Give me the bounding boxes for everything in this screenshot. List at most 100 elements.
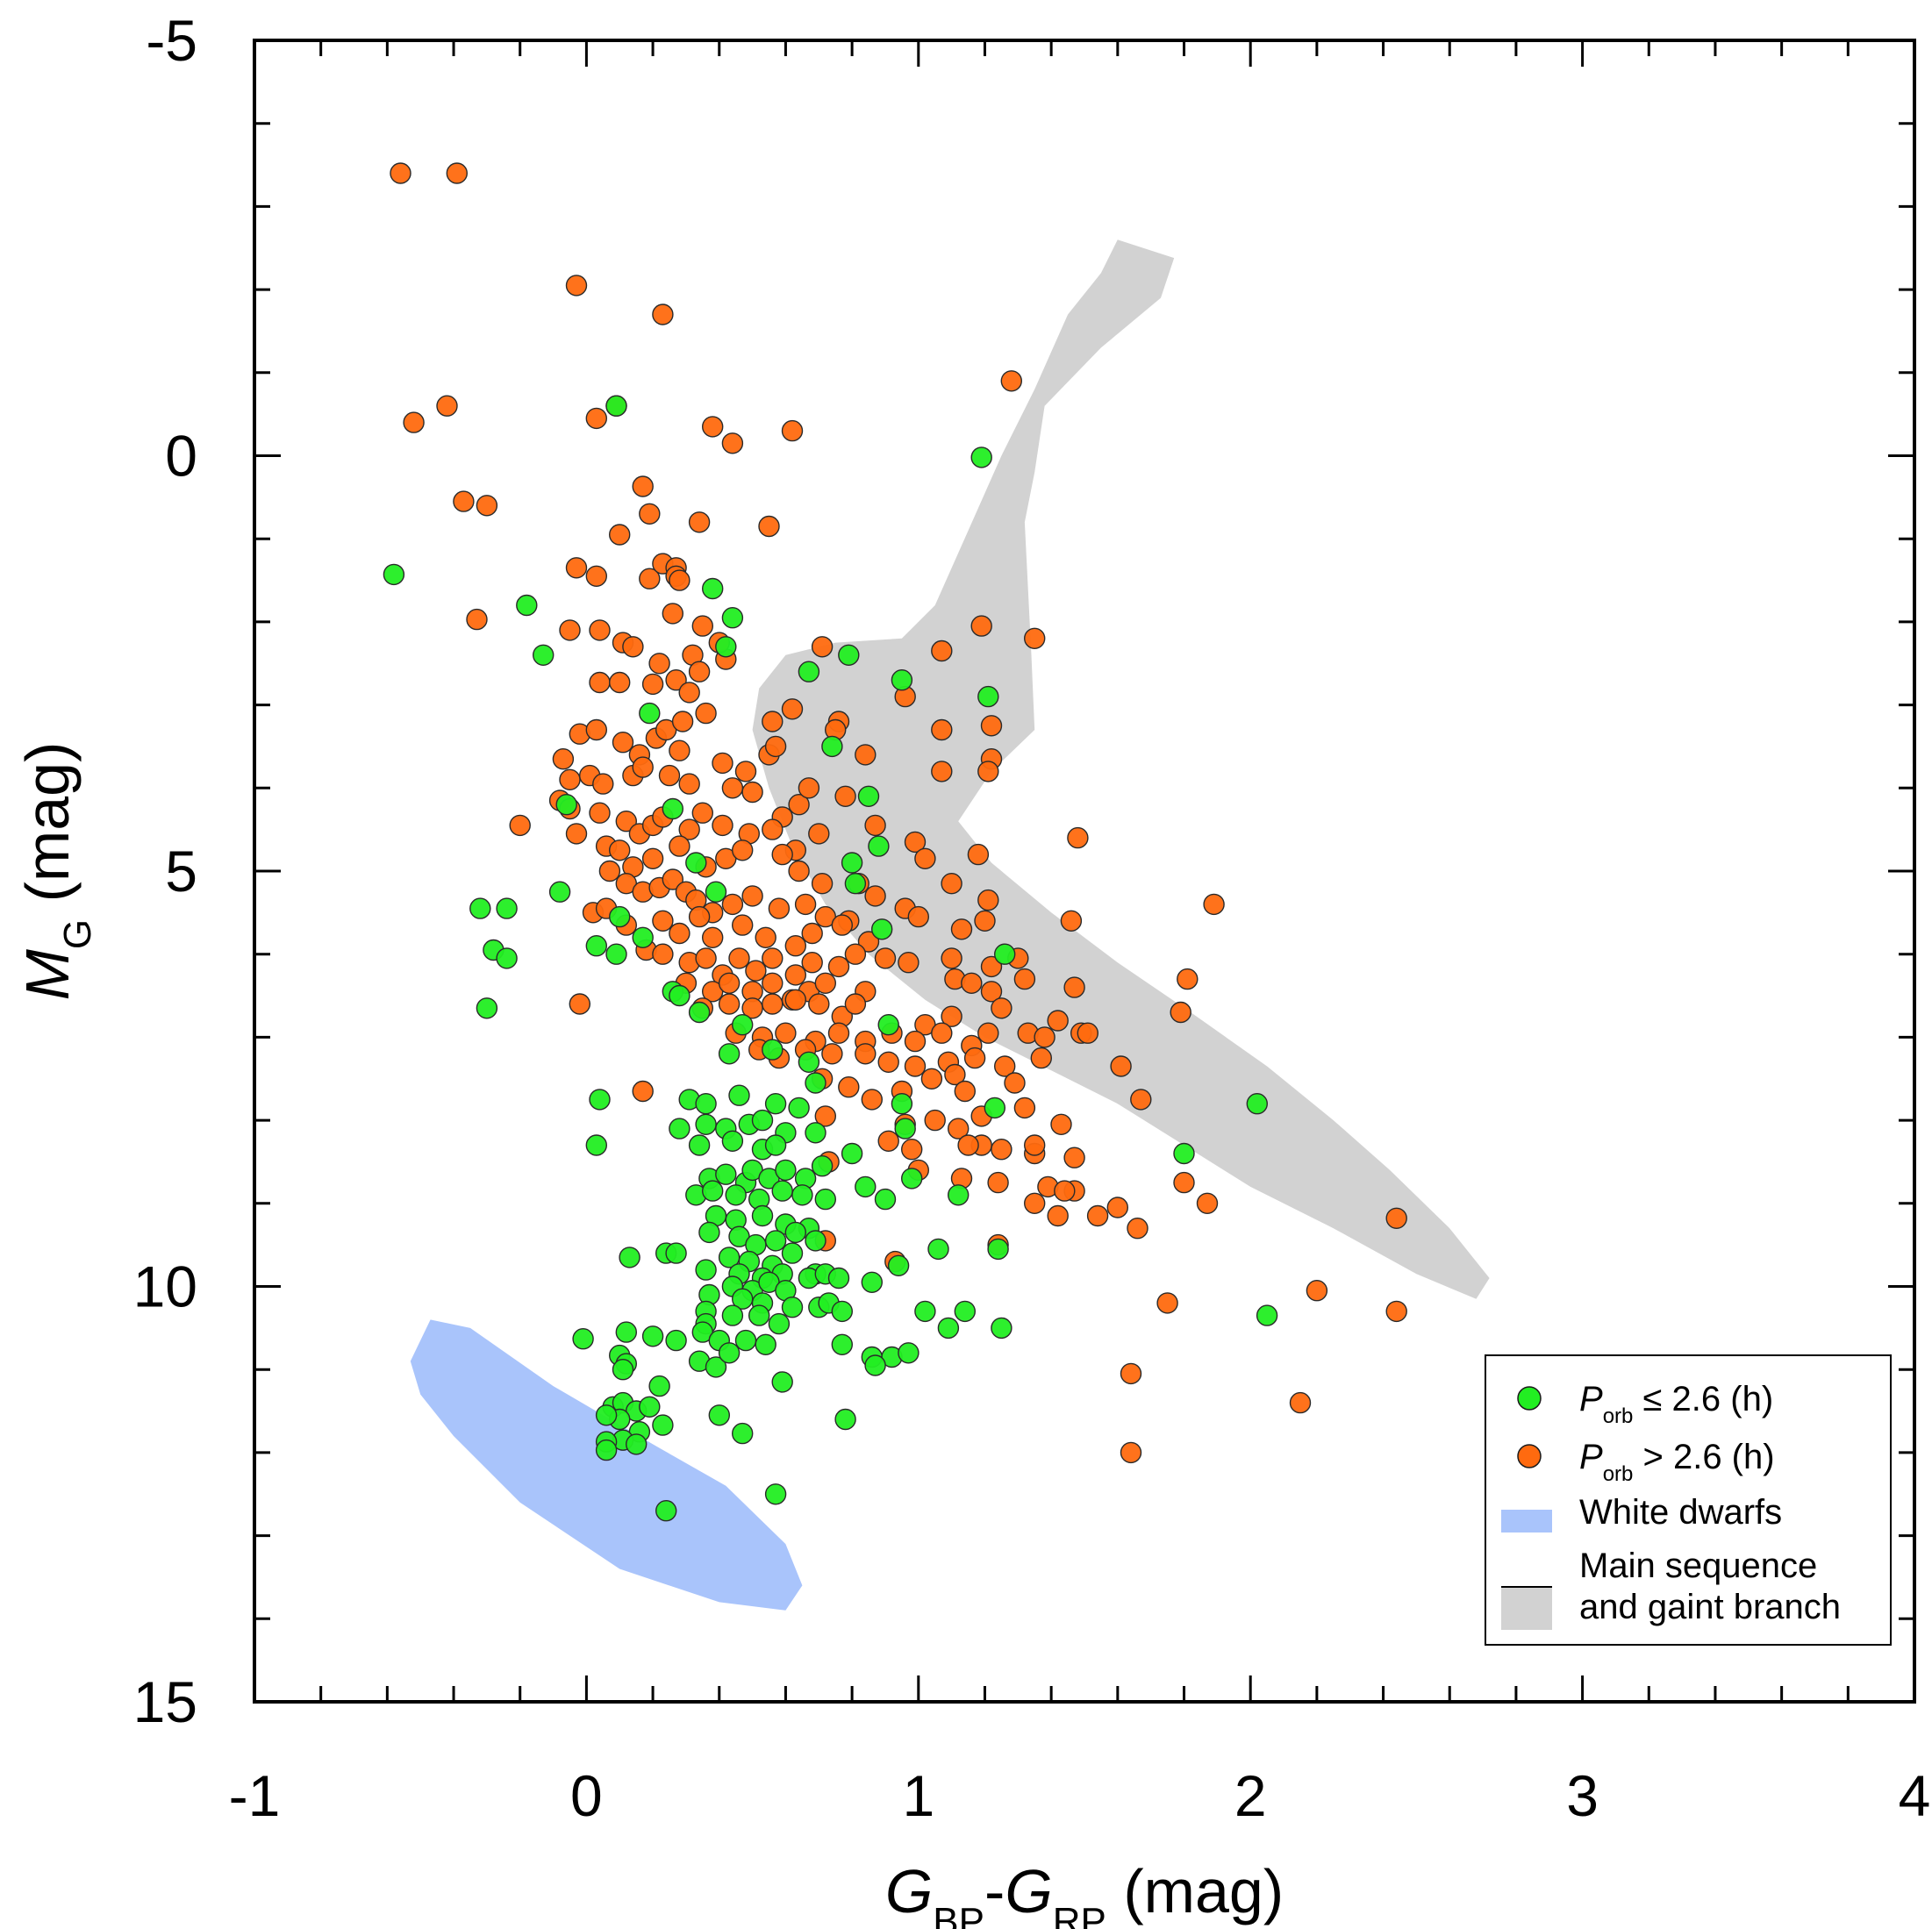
long-period-point <box>898 951 919 974</box>
regions-layer <box>410 239 1490 1611</box>
long-period-point <box>931 1022 953 1044</box>
long-period-point <box>589 671 611 694</box>
short-period-point <box>751 1109 774 1132</box>
long-period-point <box>957 1134 979 1156</box>
long-period-point <box>768 897 791 919</box>
long-period-point <box>639 503 661 525</box>
long-period-point <box>569 993 590 1015</box>
long-period-point <box>688 661 711 682</box>
long-period-point <box>947 1118 970 1140</box>
long-period-point <box>648 653 670 675</box>
short-period-point <box>891 1092 913 1115</box>
long-period-point <box>1023 627 1046 649</box>
short-period-point <box>855 1175 877 1198</box>
short-period-point <box>641 1325 664 1347</box>
short-period-point <box>871 918 893 940</box>
long-period-point <box>592 773 614 795</box>
short-period-point <box>655 1499 677 1522</box>
long-period-point <box>904 1030 927 1053</box>
long-period-point <box>1013 968 1036 990</box>
long-period-point <box>1063 976 1085 998</box>
long-period-point <box>758 515 780 538</box>
short-period-point <box>771 1180 793 1202</box>
short-period-point <box>609 905 631 928</box>
white-dwarf-region <box>410 1319 803 1611</box>
short-period-point <box>764 1483 787 1505</box>
long-period-point <box>827 1022 850 1044</box>
short-period-point <box>688 1001 711 1024</box>
short-period-point <box>1256 1304 1278 1326</box>
short-period-point <box>805 1072 826 1094</box>
short-period-point <box>755 1333 776 1356</box>
short-period-point <box>383 563 405 586</box>
short-period-point <box>589 1089 611 1111</box>
short-period-point <box>715 1163 737 1185</box>
long-period-point <box>390 162 411 184</box>
y-tick-label: -5 <box>146 8 197 73</box>
long-period-point <box>632 475 654 497</box>
long-period-point <box>669 569 691 591</box>
legend-label-white-dwarfs: White dwarfs <box>1579 1493 1782 1532</box>
short-period-point <box>732 1422 754 1445</box>
short-period-point <box>595 1404 618 1426</box>
long-period-point <box>762 947 784 969</box>
short-period-point <box>762 1039 784 1061</box>
short-period-point <box>868 835 890 857</box>
short-period-point <box>771 1371 793 1393</box>
short-period-point <box>781 1296 804 1318</box>
long-period-point <box>844 943 867 965</box>
short-period-point <box>615 1321 637 1343</box>
short-period-point <box>469 897 491 919</box>
long-period-point <box>652 304 674 325</box>
short-period-point <box>595 1439 618 1461</box>
long-period-point <box>695 702 717 725</box>
short-period-point <box>898 1342 919 1364</box>
long-period-point <box>814 1105 836 1127</box>
long-period-point <box>1023 1134 1046 1156</box>
short-period-point <box>669 984 691 1007</box>
short-period-point <box>695 1113 717 1136</box>
long-period-point <box>615 811 637 832</box>
long-period-point <box>755 926 776 949</box>
short-period-point <box>894 1118 916 1140</box>
short-period-point <box>914 1300 936 1323</box>
short-period-point <box>1246 1092 1269 1115</box>
long-period-point <box>718 972 741 995</box>
x-tick-label: 0 <box>570 1763 603 1828</box>
long-period-point <box>678 773 700 795</box>
long-period-point <box>931 718 953 741</box>
long-period-point <box>801 922 823 945</box>
short-period-point <box>748 1304 770 1326</box>
long-period-point <box>632 1080 654 1103</box>
long-period-point <box>831 914 853 936</box>
long-period-point <box>1306 1279 1328 1302</box>
long-period-point <box>808 993 830 1015</box>
long-period-point <box>669 835 691 857</box>
long-period-point <box>662 603 683 625</box>
short-period-point <box>751 1204 774 1227</box>
long-period-point <box>589 802 611 824</box>
long-period-point <box>977 1022 999 1044</box>
long-period-point <box>1385 1207 1407 1230</box>
long-period-point <box>552 748 575 770</box>
short-period-point <box>831 1333 853 1356</box>
long-period-point <box>688 511 711 533</box>
long-period-point <box>741 781 763 804</box>
tick-labels-layer: -1 0 1 2 3 4 -5 0 5 10 15 <box>133 8 1931 1828</box>
short-period-point <box>874 1188 897 1211</box>
long-period-point <box>914 847 936 869</box>
short-period-point <box>585 934 607 957</box>
short-period-point <box>695 1092 717 1115</box>
short-period-point <box>784 1221 806 1244</box>
long-period-point <box>907 905 930 928</box>
long-period-point <box>941 1005 962 1027</box>
long-period-point <box>855 1043 877 1065</box>
long-period-point <box>1196 1192 1219 1215</box>
long-period-point <box>1030 1047 1053 1069</box>
short-period-point <box>764 1134 787 1156</box>
long-period-point <box>762 711 784 732</box>
short-period-point <box>688 1134 711 1156</box>
long-period-point <box>1047 1010 1069 1032</box>
short-period-point <box>718 1043 741 1065</box>
long-period-point <box>589 619 611 641</box>
